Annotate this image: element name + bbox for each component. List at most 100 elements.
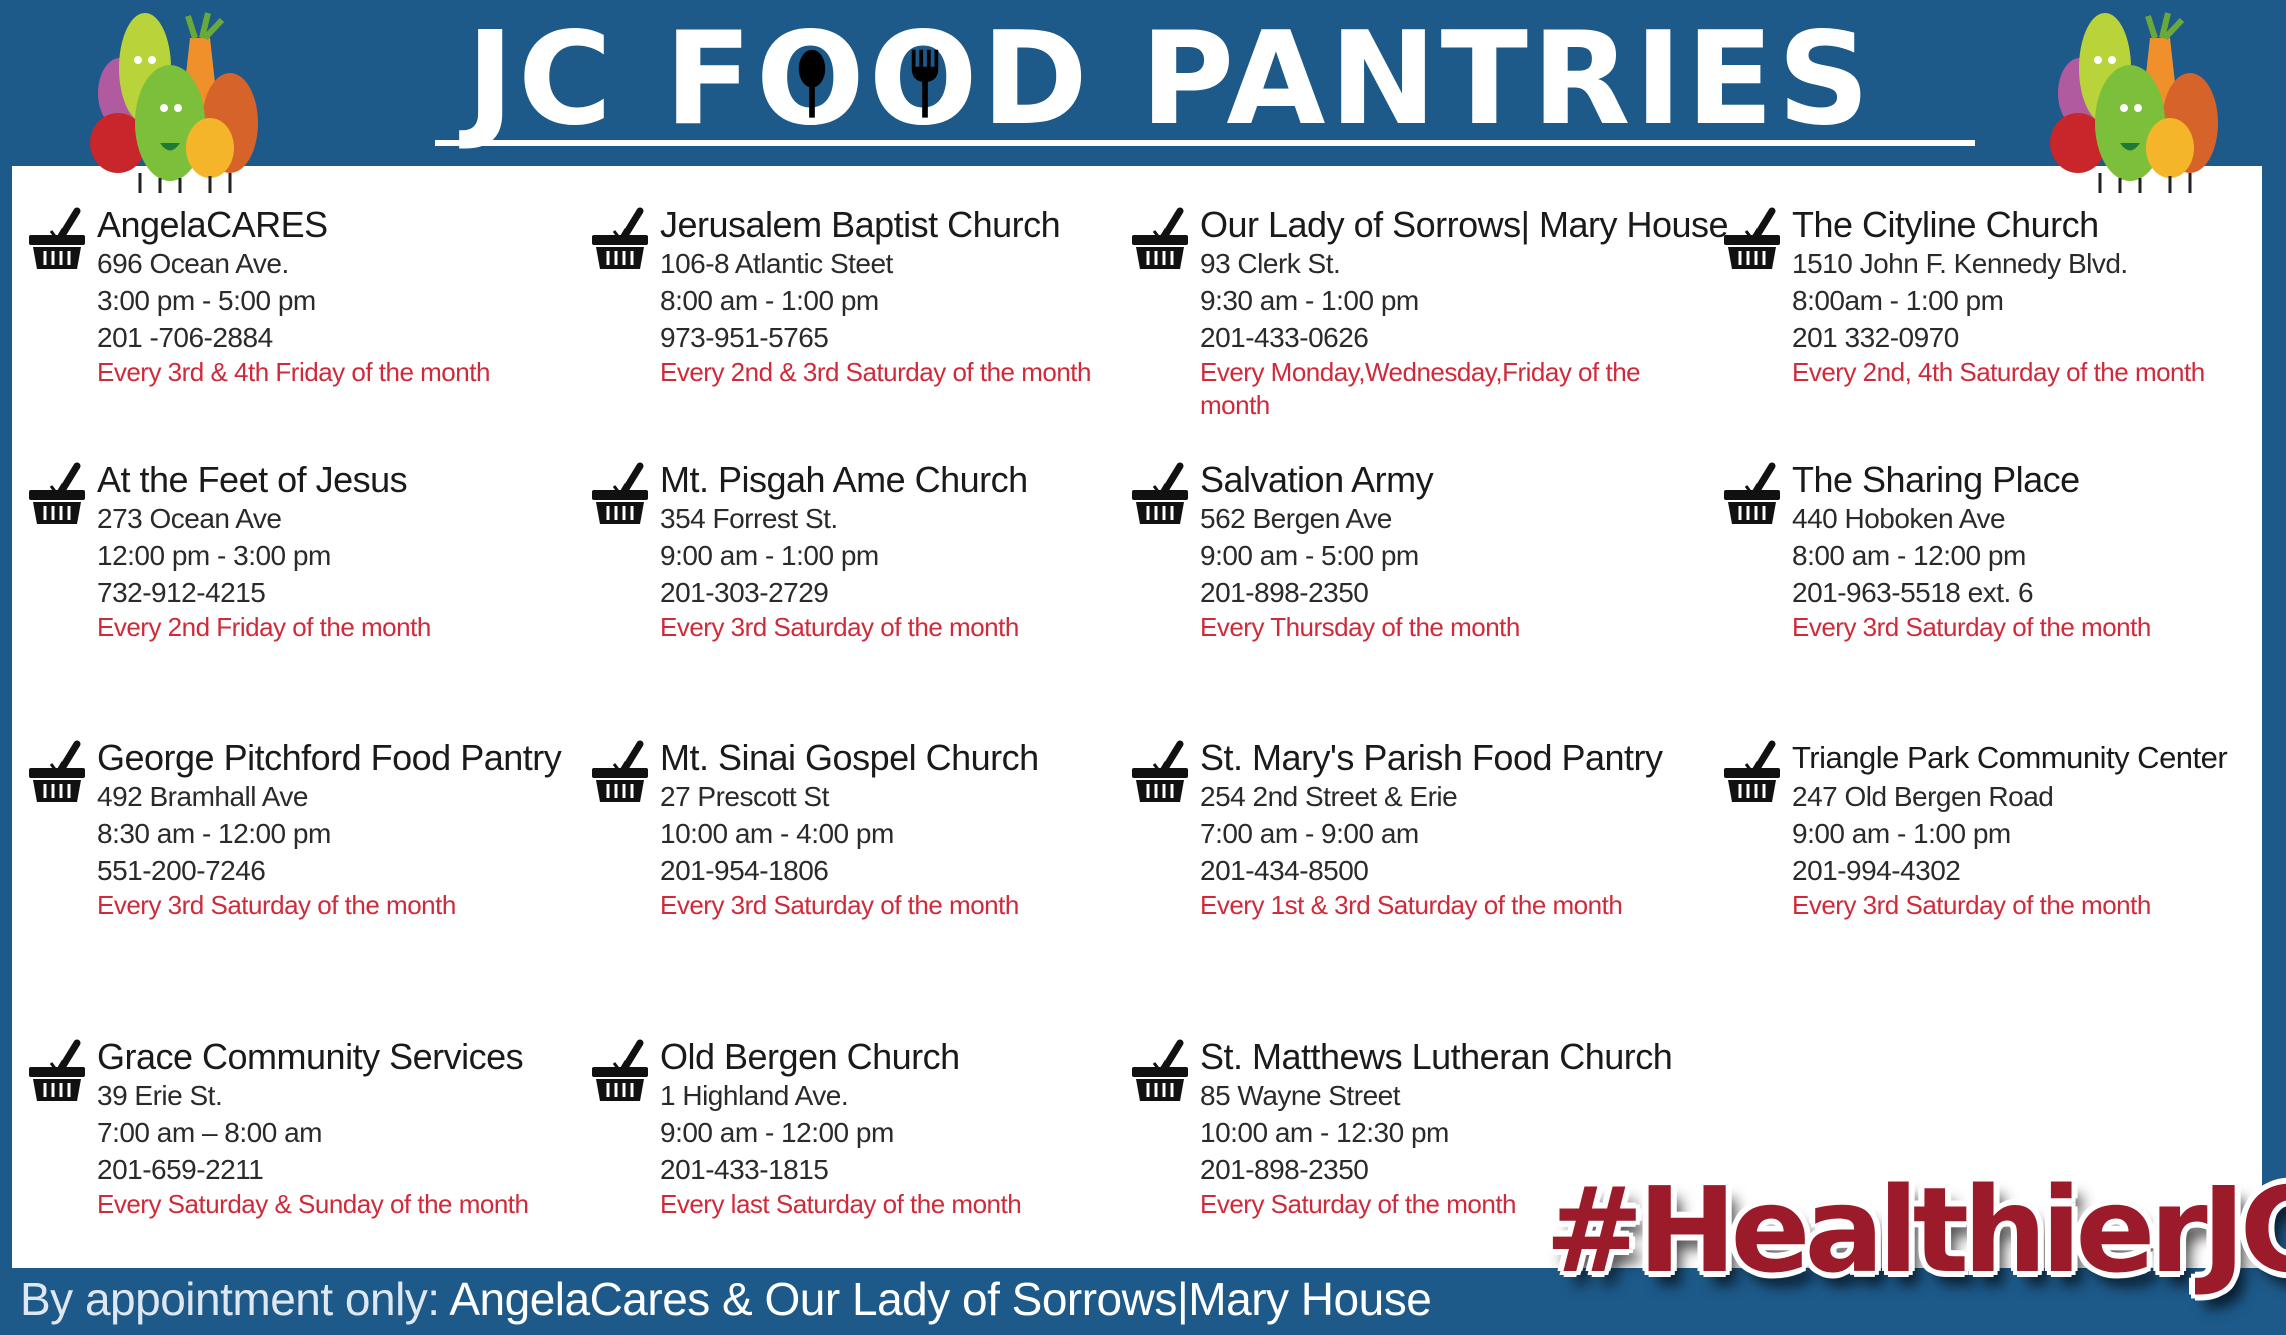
pantry-schedule: Every 3rd Saturday of the month [1792,890,2151,920]
pantry-address: 247 Old Bergen Road [1792,781,2054,812]
pantry-hours: 10:00 am - 4:00 pm [660,818,894,849]
pantry-entry: The Cityline Church 1510 John F. Kennedy … [1724,204,2286,389]
pantry-schedule: Every 3rd Saturday of the month [660,890,1019,920]
hashtag-logo: #HealthierJC [1544,1161,2286,1299]
pantry-address: 1510 John F. Kennedy Blvd. [1792,248,2128,279]
appointment-lead: By appointment only: [20,1273,450,1325]
pantry-name: The Sharing Place [1792,459,2080,500]
pantry-entry: Jerusalem Baptist Church 106-8 Atlantic S… [592,204,1220,389]
pantry-phone: 973-951-5765 [660,322,829,353]
pantry-phone: 201-433-0626 [1200,322,1369,353]
pantry-entry: Old Bergen Church 1 Highland Ave. 9:00 am … [592,1036,1220,1221]
pantry-schedule: Every Monday,Wednesday,Friday of the mon… [1200,357,1641,420]
pantry-phone: 201-963-5518 ext. 6 [1792,577,2034,608]
pantry-phone: 201-434-8500 [1200,855,1369,886]
pantry-name: Mt. Pisgah Ame Church [660,459,1028,500]
basket-icon [1130,1039,1190,1103]
pantry-entry: Our Lady of Sorrows| Mary House 93 Clerk … [1132,205,1760,422]
pantry-address: 1 Highland Ave. [660,1080,849,1111]
title-underline [435,140,1975,146]
basket-icon [1722,462,1782,526]
title-letter: O [756,16,869,144]
pantry-address: 492 Bramhall Ave [97,781,308,812]
pantry-phone: 201-954-1806 [660,855,829,886]
basket-icon [1722,740,1782,804]
pantry-entry: The Sharing Place 440 Hoboken Ave 8:00 am … [1724,459,2286,644]
basket-icon [27,462,87,526]
vegetable-characters-illustration [90,12,258,193]
pantry-schedule: Every 1st & 3rd Saturday of the month [1200,890,1623,920]
vegetable-characters-illustration [2050,12,2218,193]
pantry-schedule: Every Saturday & Sunday of the month [97,1189,529,1219]
pantry-hours: 8:00 am - 12:00 pm [1792,540,2026,571]
pantry-hours: 10:00 am - 12:30 pm [1200,1117,1449,1148]
pantry-address: 27 Prescott St [660,781,829,812]
pantry-name: Jerusalem Baptist Church [660,204,1061,245]
pantry-hours: 7:00 am - 9:00 am [1200,818,1419,849]
pantry-phone: 201 332-0970 [1792,322,1959,353]
pantry-hours: 7:00 am – 8:00 am [97,1117,322,1148]
pantry-name: Old Bergen Church [660,1036,960,1077]
pantry-address: 354 Forrest St. [660,503,838,534]
pantry-address: 39 Erie St. [97,1080,223,1111]
basket-icon [590,740,650,804]
page-title: JC FOOD PANTRIES [360,0,1980,160]
pantry-schedule: Every Thursday of the month [1200,612,1520,642]
pantry-hours: 9:30 am - 1:00 pm [1200,285,1419,316]
pantry-entry: St. Mary's Parish Food Pantry 254 2nd Str… [1132,737,1760,922]
pantry-phone: 201-898-2350 [1200,1154,1369,1185]
pantry-name: George Pitchford Food Pantry [97,737,562,778]
pantry-address: 273 Ocean Ave [97,503,282,534]
title-food-letters: OO [756,16,982,144]
pantry-name: At the Feet of Jesus [97,459,408,500]
pantry-schedule: Every 2nd, 4th Saturday of the month [1792,357,2205,387]
basket-icon [590,207,650,271]
pantry-name: Mt. Sinai Gospel Church [660,737,1039,778]
pantry-name: Triangle Park Community Center [1792,740,2228,775]
pantry-phone: 732-912-4215 [97,577,266,608]
pantry-name: Salvation Army [1200,459,1434,500]
pantry-hours: 12:00 pm - 3:00 pm [97,540,331,571]
pantry-schedule: Every 3rd Saturday of the month [660,612,1019,642]
appointment-note: By appointment only: AngelaCares & Our L… [20,1272,1432,1326]
pantry-hours: 8:30 am - 12:00 pm [97,818,331,849]
title-letter: O [869,16,982,144]
pantry-schedule: Every last Saturday of the month [660,1189,1022,1219]
basket-icon [590,462,650,526]
basket-icon [1130,740,1190,804]
pantry-hours: 9:00 am - 1:00 pm [1792,818,2011,849]
basket-icon [1130,207,1190,271]
pantry-name: St. Matthews Lutheran Church [1200,1036,1673,1077]
pantry-entry: Triangle Park Community Center 247 Old Be… [1724,738,2286,922]
basket-icon [27,1039,87,1103]
basket-icon [27,207,87,271]
pantry-address: 106-8 Atlantic Steet [660,248,893,279]
pantry-phone: 201 -706-2884 [97,322,273,353]
pantry-hours: 3:00 pm - 5:00 pm [97,285,316,316]
pantry-phone: 551-200-7246 [97,855,266,886]
pantry-name: St. Mary's Parish Food Pantry [1200,737,1663,778]
pantry-schedule: Every 3rd Saturday of the month [97,890,456,920]
pantry-entry: AngelaCARES 696 Ocean Ave. 3:00 pm - 5:00 … [29,205,657,389]
pantry-hours: 9:00 am - 12:00 pm [660,1117,894,1148]
pantry-name: The Cityline Church [1792,204,2099,245]
pantry-entry: St. Matthews Lutheran Church 85 Wayne Str… [1132,1036,1760,1221]
appointment-names: AngelaCares & Our Lady of Sorrows|Mary H… [449,1273,1432,1325]
pantry-address: 562 Bergen Ave [1200,503,1392,534]
pantry-address: 440 Hoboken Ave [1792,503,2006,534]
pantry-entry: Mt. Sinai Gospel Church 27 Prescott St 10:… [592,737,1220,922]
pantry-entry: George Pitchford Food Pantry 492 Bramhall… [29,737,657,922]
pantry-phone: 201-303-2729 [660,577,829,608]
pantry-phone: 201-898-2350 [1200,577,1369,608]
pantry-schedule: Every 2nd & 3rd Saturday of the month [660,357,1091,387]
pantry-address: 93 Clerk St. [1200,248,1341,279]
pantry-phone: 201-659-2211 [97,1154,264,1185]
pantry-schedule: Every 2nd Friday of the month [97,612,431,642]
pantry-entry: Grace Community Services 39 Erie St. 7:00 … [29,1037,657,1221]
basket-icon [27,740,87,804]
basket-icon [1722,207,1782,271]
pantry-hours: 9:00 am - 5:00 pm [1200,540,1419,571]
title-part-1: JC F [466,5,756,154]
basket-icon [590,1039,650,1103]
spoon-icon [799,49,826,118]
